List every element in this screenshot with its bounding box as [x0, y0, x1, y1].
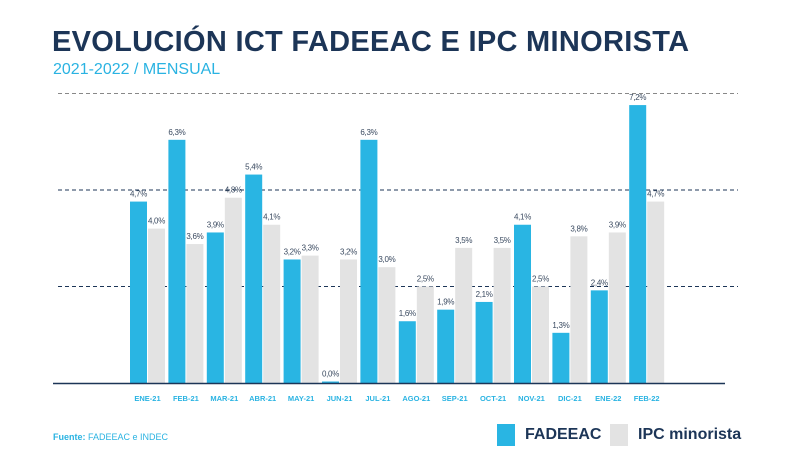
data-label: 3,5%: [455, 236, 472, 245]
data-label: 2,5%: [532, 275, 549, 284]
x-tick-label: FEB-22: [634, 394, 660, 403]
data-label: 3,2%: [340, 247, 357, 256]
bar-ipc: [224, 197, 242, 383]
data-label: 6,3%: [360, 128, 377, 137]
data-label: 1,6%: [399, 309, 416, 318]
bar-fadeeac: [475, 301, 493, 383]
data-label: 6,3%: [168, 128, 185, 137]
x-tick-label: AGO-21: [402, 394, 430, 403]
data-label: 3,5%: [494, 236, 511, 245]
data-label: 4,8%: [225, 186, 242, 195]
data-label: 3,9%: [609, 220, 626, 229]
legend-item-ipc: IPC minorista: [610, 424, 741, 446]
legend-item-fadeeac: FADEEAC: [497, 424, 601, 446]
data-label: 4,7%: [130, 190, 147, 199]
x-tick-label: FEB-21: [173, 394, 199, 403]
data-label: 4,1%: [263, 213, 280, 222]
legend-swatch-ipc: [610, 424, 628, 446]
bar-ipc: [455, 247, 473, 383]
data-label: 3,8%: [570, 224, 587, 233]
x-tick-label: NOV-21: [518, 394, 545, 403]
bar-ipc: [378, 267, 396, 383]
x-tick-label: JUN-21: [327, 394, 353, 403]
bar-fadeeac: [629, 105, 647, 383]
source-text: FADEEAC e INDEC: [85, 432, 169, 442]
bar-fadeeac: [360, 139, 378, 383]
bar-ipc: [532, 286, 549, 383]
bar-fadeeac: [514, 224, 531, 383]
bar-ipc: [647, 201, 665, 383]
data-label: 3,2%: [284, 247, 301, 256]
x-tick-label: OCT-21: [480, 394, 506, 403]
bar-fadeeac: [206, 232, 224, 383]
bar-ipc: [148, 228, 165, 383]
bar-ipc: [416, 286, 434, 383]
bar-fadeeac: [245, 174, 263, 383]
data-label: 1,3%: [552, 321, 569, 330]
data-label: 1,9%: [437, 298, 454, 307]
bar-ipc: [340, 259, 357, 383]
bar-ipc: [570, 236, 588, 383]
bar-ipc: [493, 247, 511, 383]
bar-ipc: [263, 224, 281, 383]
data-label: 2,5%: [417, 275, 434, 284]
bar-fadeeac: [552, 332, 570, 383]
data-label: 3,3%: [302, 244, 319, 253]
data-label: 2,4%: [591, 278, 608, 287]
chart-subtitle: 2021-2022 / MENSUAL: [53, 61, 221, 78]
legend-swatch-fadeeac: [497, 424, 515, 446]
bar-fadeeac: [168, 139, 186, 383]
bar-ipc: [608, 232, 626, 383]
data-label: 5,4%: [245, 163, 262, 172]
data-label: 3,6%: [186, 232, 203, 241]
source-note: Fuente: FADEEAC e INDEC: [53, 432, 168, 442]
x-tick-label: ENE-22: [595, 394, 621, 403]
data-label: 4,0%: [148, 217, 165, 226]
source-label: Fuente:: [53, 432, 86, 442]
x-tick-label: MAY-21: [288, 394, 314, 403]
x-tick-label: ABR-21: [249, 394, 276, 403]
bar-fadeeac: [590, 290, 608, 383]
bar-fadeeac: [283, 259, 301, 383]
legend-label-fadeeac: FADEEAC: [525, 426, 602, 443]
x-tick-label: MAR-21: [210, 394, 238, 403]
data-label: 4,1%: [514, 213, 531, 222]
x-tick-label: DIC-21: [558, 394, 582, 403]
bar-ipc: [301, 255, 319, 383]
data-label: 2,1%: [476, 290, 493, 299]
data-label: 3,0%: [378, 255, 395, 264]
bar-fadeeac: [130, 201, 147, 383]
x-tick-label: ENE-21: [134, 394, 160, 403]
x-tick-label: SEP-21: [442, 394, 468, 403]
data-label: 0,0%: [322, 370, 339, 379]
bar-fadeeac: [437, 309, 455, 383]
legend-label-ipc: IPC minorista: [638, 426, 742, 443]
x-tick-label: JUL-21: [365, 394, 390, 403]
data-label: 7,2%: [629, 93, 646, 102]
bar-ipc: [186, 244, 204, 383]
bar-fadeeac: [398, 321, 416, 383]
data-label: 4,7%: [647, 190, 664, 199]
chart-title: EVOLUCIÓN ICT FADEEAC E IPC MINORISTA: [52, 26, 690, 58]
bar-fadeeac: [322, 381, 339, 383]
data-label: 3,9%: [207, 220, 224, 229]
